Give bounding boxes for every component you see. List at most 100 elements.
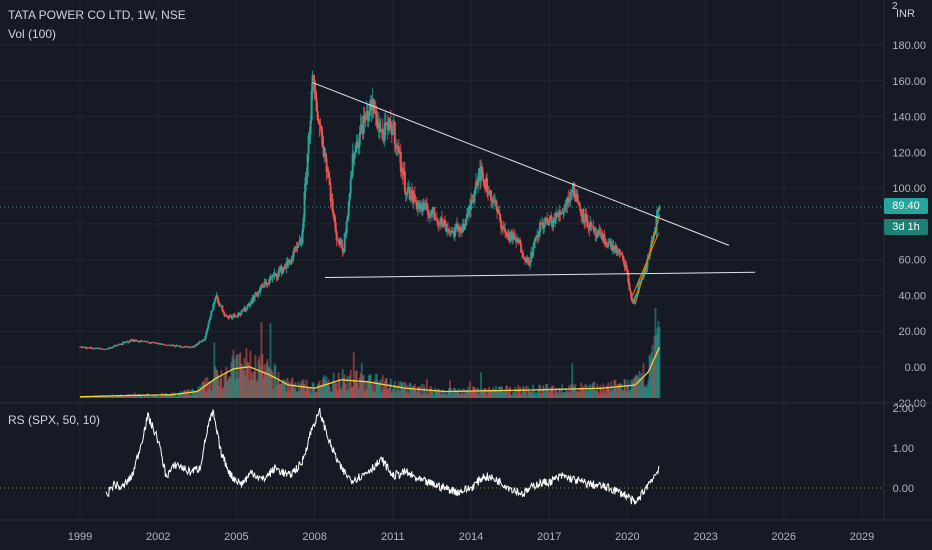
candle-body (480, 166, 483, 182)
candle-body (292, 251, 295, 258)
volume-bar (330, 391, 333, 398)
volume-bar (553, 394, 556, 398)
volume-bar (326, 384, 329, 398)
volume-bar (186, 389, 189, 398)
candle-body (346, 215, 349, 222)
candle-body (98, 348, 101, 350)
candle-body (572, 182, 575, 190)
volume-bar (144, 396, 147, 398)
candle-body (405, 193, 408, 195)
volume-bar (236, 354, 239, 398)
candle-body (402, 171, 405, 176)
volume-bar (566, 390, 569, 398)
candle-body (545, 217, 548, 219)
volume-bar (98, 396, 100, 398)
candle-body (379, 129, 382, 132)
candle-body (155, 342, 158, 344)
candle-body (215, 295, 218, 298)
candle-body (436, 220, 439, 223)
currency-label[interactable]: 2 INR (892, 1, 915, 20)
candle-body (423, 203, 426, 210)
candle-body (576, 193, 579, 202)
volume-bar (599, 385, 602, 398)
candle-body (400, 167, 403, 172)
volume-bar (273, 363, 276, 398)
candle-body (447, 228, 450, 231)
volume-bar (618, 383, 621, 398)
volume-bar (264, 370, 267, 398)
x-tick-label: 2005 (224, 531, 248, 543)
price-tick-label: 160.00 (892, 76, 926, 88)
candle-body (567, 197, 570, 203)
candle-body (504, 228, 507, 233)
volume-bar (510, 394, 513, 398)
volume-bar (162, 395, 165, 398)
symbol-title[interactable]: TATA POWER CO LTD, 1W, NSE (8, 8, 186, 22)
candle-body (193, 346, 196, 348)
candle-body (621, 254, 624, 257)
volume-bar (149, 396, 152, 398)
candle-body (547, 221, 550, 226)
volume-bar (492, 387, 494, 398)
volume-bar (171, 394, 174, 398)
candle-body (212, 304, 215, 311)
volume-bar (152, 396, 155, 398)
volume-bar (357, 387, 360, 398)
candle-body (440, 217, 443, 224)
candle-body (475, 181, 478, 190)
volume-bar (335, 383, 338, 398)
volume-bar (260, 322, 263, 398)
candle-body (441, 223, 444, 227)
volume-bar (586, 390, 589, 398)
volume-bar (432, 391, 434, 398)
volume-bar (318, 380, 321, 398)
volume-bar (565, 388, 568, 398)
candle-body (525, 260, 528, 263)
volume-bar (572, 384, 575, 398)
candle-body (428, 215, 431, 218)
volume-bar (576, 390, 579, 398)
candle-body (249, 302, 252, 306)
volume-bar (631, 381, 634, 398)
volume-bar (123, 396, 126, 398)
candle-body (117, 344, 120, 346)
volume-bar (652, 363, 655, 398)
candle-body (388, 118, 391, 122)
volume-bar (459, 394, 461, 398)
candle-body (226, 316, 229, 317)
candle-body (435, 217, 438, 221)
candle-body (501, 226, 504, 229)
candle-body (317, 120, 320, 124)
volume-bar (403, 381, 406, 398)
volume-bar (145, 396, 148, 398)
candle-body (581, 209, 584, 217)
volume-bar (179, 391, 182, 398)
volume-bar (114, 397, 116, 398)
volume-bar (252, 371, 255, 398)
candle-body (183, 347, 186, 348)
candle-body (157, 342, 160, 345)
volume-bar (519, 386, 522, 398)
candle-body (561, 212, 564, 214)
candle-body (424, 203, 427, 205)
volume-bar (640, 373, 643, 398)
volume-bar (543, 387, 546, 398)
candle-body (515, 239, 518, 243)
candle-body (213, 302, 216, 305)
candle-body (252, 297, 255, 301)
volume-bar (394, 392, 397, 398)
candle-body (553, 219, 556, 224)
volume-bar (503, 392, 505, 398)
candle-body (303, 191, 306, 218)
volume-bar (387, 388, 390, 398)
volume-bar (625, 391, 628, 398)
volume-bar (595, 390, 598, 398)
volume-bar (620, 383, 623, 398)
volume-bar (393, 381, 396, 398)
volume-legend[interactable]: Vol (100) (8, 27, 57, 41)
volume-bar (210, 390, 213, 398)
candle-body (216, 295, 219, 300)
candle-body (425, 203, 428, 211)
